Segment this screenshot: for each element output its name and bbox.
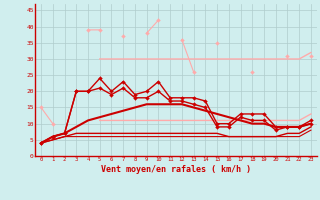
X-axis label: Vent moyen/en rafales ( km/h ): Vent moyen/en rafales ( km/h ) [101, 165, 251, 174]
